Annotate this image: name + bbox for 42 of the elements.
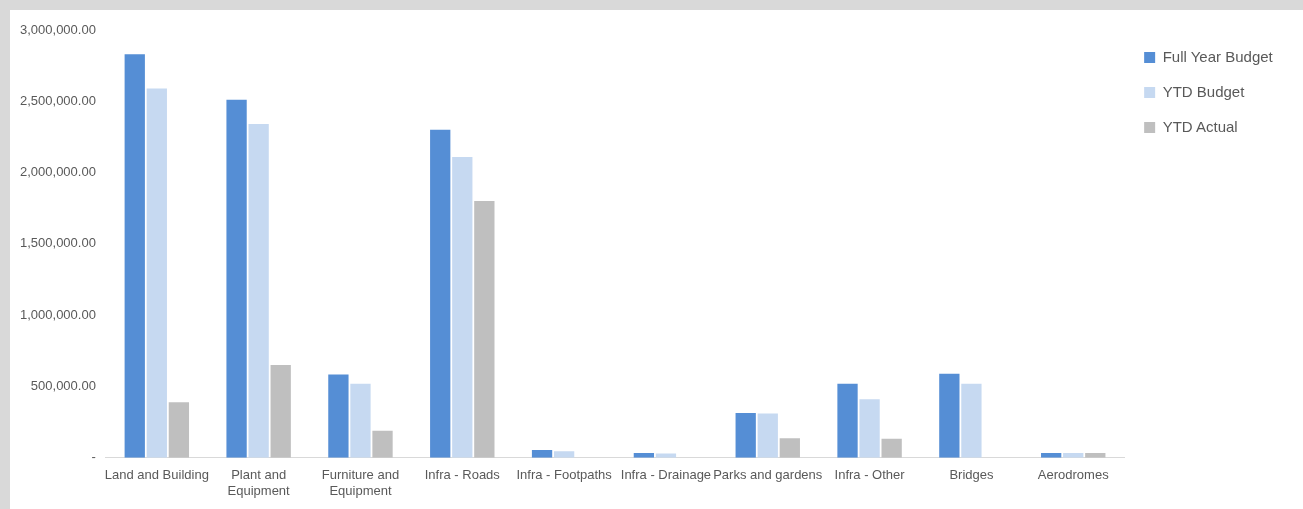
bar [146,88,167,458]
y-tick-label: 1,000,000.00 [20,306,96,322]
y-tick-label: - [91,449,96,465]
x-tick-label: Land and Building [104,467,209,483]
bar [430,129,451,458]
bar [248,124,269,458]
x-tick-label: Infra - Roads [424,467,501,483]
bar [226,99,247,458]
bar [474,201,495,458]
bar [328,374,349,458]
y-tick-label: 3,000,000.00 [20,21,96,37]
bar [881,438,902,458]
x-tick-label: Infra - Other [834,467,906,483]
legend-label: Full Year Budget [1162,47,1274,65]
legend-label: YTD Budget [1162,82,1246,100]
x-tick-label: Furniture and Equipment [321,467,400,498]
x-tick-label: Infra - Drainage [620,467,712,483]
bar [939,373,960,458]
y-tick-label: 500,000.00 [30,378,96,394]
bar [531,450,553,458]
x-tick-label: Plant and Equipment [227,467,291,498]
y-tick-label: 2,000,000.00 [20,164,96,180]
bar [270,365,291,458]
bar [779,438,800,458]
bar [452,156,473,458]
bar [961,383,982,458]
bar [350,383,371,458]
y-tick-label: 2,500,000.00 [20,92,96,108]
y-tick-label: 1,500,000.00 [20,235,96,251]
bar [553,451,575,458]
bar [168,402,190,458]
bar [735,412,756,458]
bar [124,54,145,458]
legend-label: YTD Actual [1162,117,1238,135]
x-tick-label: Aerodromes [1037,467,1110,483]
bar [372,430,393,458]
bar [757,413,778,458]
x-tick-label: Parks and gardens [713,467,823,483]
x-tick-label: Infra - Footpaths [516,467,613,483]
bar [837,383,858,458]
bar [859,399,880,458]
x-tick-label: Bridges [949,467,994,483]
